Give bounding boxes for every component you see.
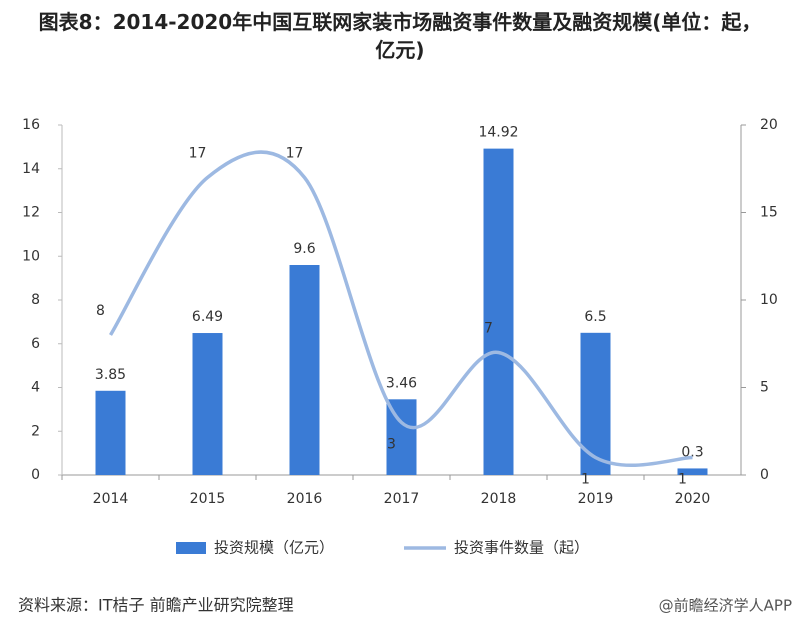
bar-label: 14.92	[478, 125, 518, 141]
legend-label: 投资规模（亿元）	[214, 539, 334, 557]
chart-title: 图表8：2014-2020年中国互联网家装市场融资事件数量及融资规模(单位：起，…	[38, 10, 762, 62]
x-tick-label: 2019	[578, 491, 614, 507]
line	[109, 150, 693, 467]
line-label: 17	[286, 146, 304, 162]
y-tick-label: 10	[22, 248, 40, 264]
line-label: 1	[678, 472, 687, 488]
y2-tick-label: 0	[760, 467, 769, 483]
y-tick-label: 2	[31, 423, 40, 439]
bar	[580, 332, 611, 475]
credit: @前瞻经济学人APP	[659, 597, 792, 615]
y2-tick-label: 5	[760, 380, 769, 396]
x-tick-label: 2015	[190, 491, 226, 507]
y-tick-label: 8	[31, 292, 40, 308]
legend-swatch	[176, 542, 206, 554]
x-tick-label: 2020	[675, 491, 711, 507]
bar	[289, 265, 320, 475]
bar	[95, 390, 126, 475]
source: 资料来源：IT桔子 前瞻产业研究院整理	[18, 596, 294, 615]
line-label: 7	[484, 321, 493, 337]
y-tick-label: 14	[22, 161, 40, 177]
y-tick-label: 0	[31, 467, 40, 483]
bar-label: 3.85	[95, 367, 126, 383]
x-tick-label: 2018	[481, 491, 517, 507]
bar-label: 3.46	[386, 375, 417, 391]
bar-label: 6.49	[192, 309, 223, 325]
y-tick-label: 12	[22, 205, 40, 221]
y2-tick-label: 20	[760, 117, 778, 133]
y-tick-label: 6	[31, 336, 40, 352]
bar-label: 9.6	[293, 241, 315, 257]
x-tick-label: 2017	[384, 491, 420, 507]
line-label: 1	[581, 472, 590, 488]
line-label: 17	[189, 146, 207, 162]
bar	[192, 333, 223, 475]
bar	[677, 468, 708, 475]
y-tick-label: 16	[22, 117, 40, 133]
line-label: 3	[387, 437, 396, 453]
x-tick-label: 2014	[93, 491, 129, 507]
legend-label: 投资事件数量（起）	[454, 539, 589, 557]
y2-tick-label: 10	[760, 292, 778, 308]
y2-tick-label: 15	[760, 205, 778, 221]
y-tick-label: 4	[31, 380, 40, 396]
bar	[483, 148, 514, 475]
x-tick-label: 2016	[287, 491, 323, 507]
bar-label: 6.5	[584, 309, 606, 325]
line-label: 8	[96, 303, 105, 319]
